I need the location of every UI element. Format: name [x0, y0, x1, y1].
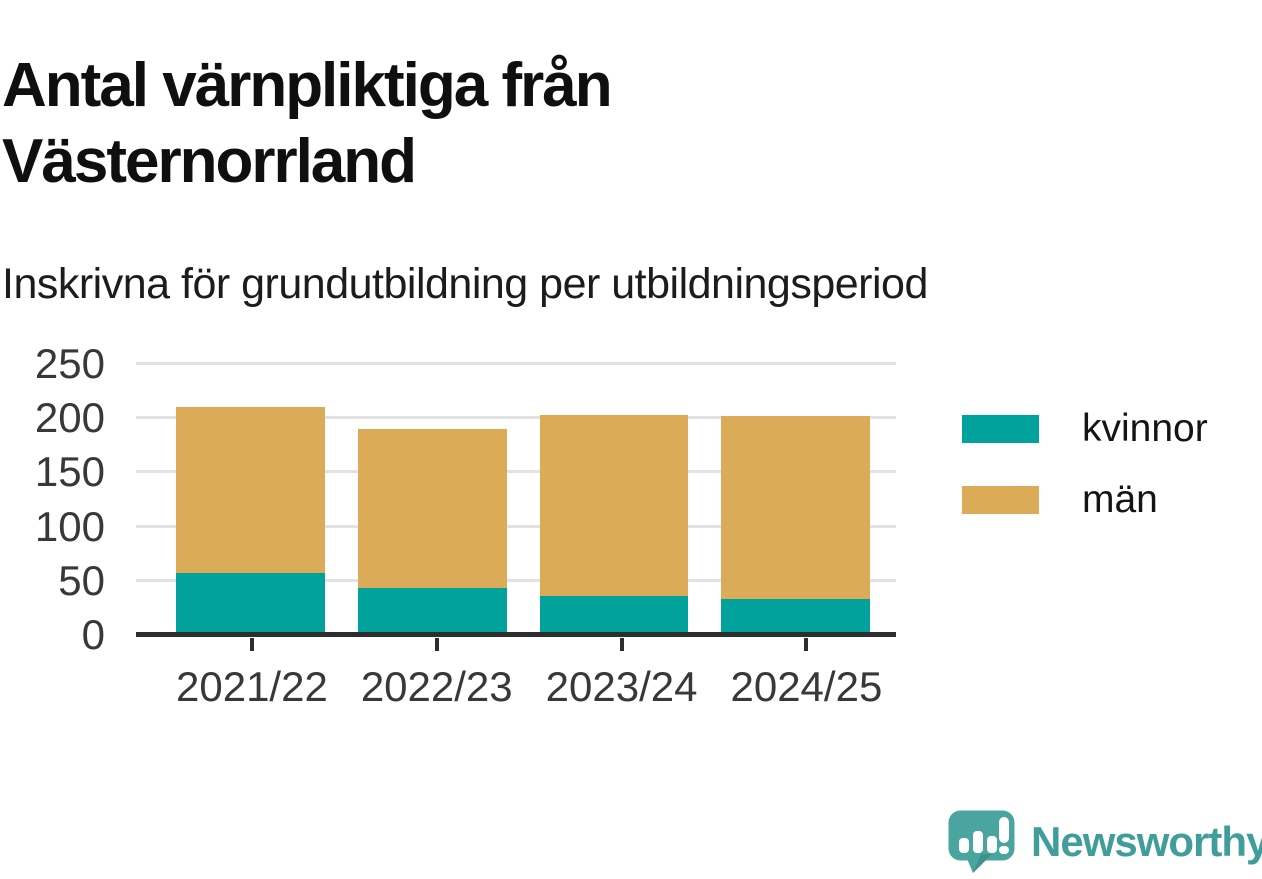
x-tick-mark	[434, 638, 439, 651]
newsworthy-branding: Newsworthy	[948, 810, 1262, 874]
x-tick-label-2021/22: 2021/22	[176, 663, 328, 710]
legend-label-kvinnor: kvinnor	[1082, 407, 1208, 450]
gridline-100	[136, 524, 896, 528]
newsworthy-logo-icon	[948, 810, 1015, 873]
y-axis-labels: 0 50 100 150 200 250	[0, 343, 105, 656]
x-cell-2021/22: 2021/22	[176, 638, 328, 711]
x-axis-line	[136, 632, 896, 637]
newsworthy-wordmark: Newsworthy	[1031, 818, 1262, 865]
x-axis-labels: 2021/22 2022/23 2023/24 2024/25	[136, 638, 896, 711]
x-tick-mark	[804, 638, 809, 651]
bar-2023/24	[539, 364, 689, 635]
plot-area	[136, 362, 896, 635]
gridline-150	[136, 470, 896, 474]
x-cell-2022/23: 2022/23	[361, 638, 513, 711]
bar-segment-kvinnor-2023/24	[539, 595, 689, 635]
legend: kvinnor män	[962, 407, 1208, 549]
y-tick-label-200: 200	[34, 394, 105, 442]
bar-segment-kvinnor-2021/22	[176, 573, 325, 635]
legend-swatch-kvinnor	[962, 415, 1039, 443]
bar-segment-män-2023/24	[539, 414, 689, 596]
bar-segment-män-2024/25	[721, 416, 870, 600]
y-tick-label-150: 150	[34, 448, 105, 496]
x-cell-2023/24: 2023/24	[545, 638, 698, 711]
y-tick-label-250: 250	[34, 340, 105, 387]
x-cell-2024/25: 2024/25	[730, 638, 882, 711]
x-tick-label-2024/25: 2024/25	[730, 663, 883, 710]
bar-segment-kvinnor-2022/23	[357, 588, 507, 635]
legend-item-män: män	[962, 478, 1208, 522]
legend-swatch-män	[962, 486, 1039, 514]
y-tick-label-0: 0	[81, 611, 105, 658]
legend-item-kvinnor: kvinnor	[962, 407, 1208, 451]
gridline-200	[136, 416, 896, 420]
bar-2021/22	[176, 364, 325, 635]
y-tick-label-50: 50	[58, 556, 105, 604]
x-tick-mark	[249, 638, 254, 651]
page-title: Antal värnpliktiga från Västernorrland	[2, 50, 613, 197]
gridline-50	[136, 578, 896, 582]
x-tick-mark	[619, 638, 624, 651]
x-tick-label-2022/23: 2022/23	[360, 663, 513, 710]
bar-2024/25	[721, 364, 870, 635]
bar-segment-kvinnor-2024/25	[721, 599, 870, 635]
chart-subtitle: Inskrivna för grundutbildning per utbild…	[2, 260, 928, 308]
bar-segment-män-2021/22	[176, 407, 325, 574]
gridline-250	[136, 362, 896, 365]
bar-2022/23	[357, 364, 507, 635]
y-tick-label-100: 100	[34, 502, 105, 550]
legend-label-män: män	[1082, 478, 1158, 521]
bars-row	[136, 364, 896, 635]
x-tick-label-2023/24: 2023/24	[545, 663, 698, 710]
bar-segment-män-2022/23	[357, 429, 507, 589]
